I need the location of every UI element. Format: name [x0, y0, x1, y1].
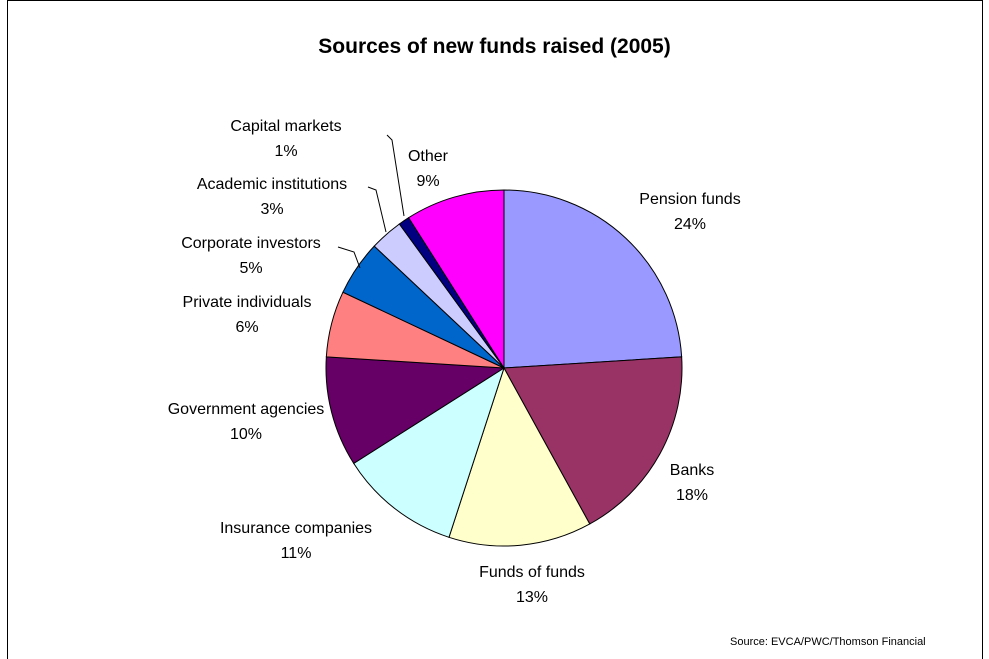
slice-value-label: 5%	[239, 260, 262, 277]
slice-value-label: 10%	[230, 426, 262, 443]
slice-value-label: 13%	[516, 589, 548, 606]
chart-frame	[7, 0, 983, 659]
pie-slice-other	[407, 189, 505, 370]
pie-slice-pension-funds	[503, 189, 683, 369]
leader-line	[337, 246, 361, 269]
slice-value-label: 6%	[235, 319, 258, 336]
pie-slice-banks	[503, 356, 683, 525]
pie-slice-government-agencies	[325, 356, 506, 465]
slice-value-label: 9%	[416, 173, 439, 190]
slice-label: Private individuals	[183, 294, 312, 311]
slice-label: Government agencies	[168, 401, 325, 418]
slice-value-label: 24%	[674, 216, 706, 233]
chart-title: Sources of new funds raised (2005)	[318, 35, 671, 58]
slice-label: Corporate investors	[181, 235, 321, 252]
slice-value-label: 1%	[274, 143, 297, 160]
slice-label: Other	[408, 148, 449, 165]
slice-value-label: 3%	[260, 201, 283, 218]
slice-label: Funds of funds	[479, 564, 585, 581]
pie-slice-funds-of-funds	[448, 366, 591, 547]
source-note: Source: EVCA/PWC/Thomson Financial	[730, 636, 926, 648]
slice-label: Academic institutions	[197, 176, 347, 193]
leader-line	[367, 186, 387, 233]
slice-value-label: 11%	[281, 545, 312, 562]
leader-line	[386, 134, 405, 217]
pie-slice-insurance-companies	[353, 366, 505, 538]
slice-label: Insurance companies	[220, 520, 372, 537]
slice-label: Pension funds	[639, 191, 740, 208]
slice-value-label: 18%	[676, 487, 708, 504]
slice-label: Banks	[670, 462, 714, 479]
slice-label: Capital markets	[230, 118, 341, 135]
